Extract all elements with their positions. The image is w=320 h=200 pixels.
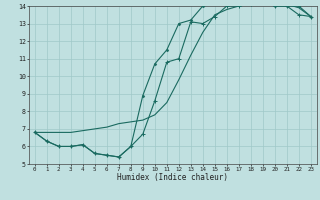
X-axis label: Humidex (Indice chaleur): Humidex (Indice chaleur) — [117, 173, 228, 182]
